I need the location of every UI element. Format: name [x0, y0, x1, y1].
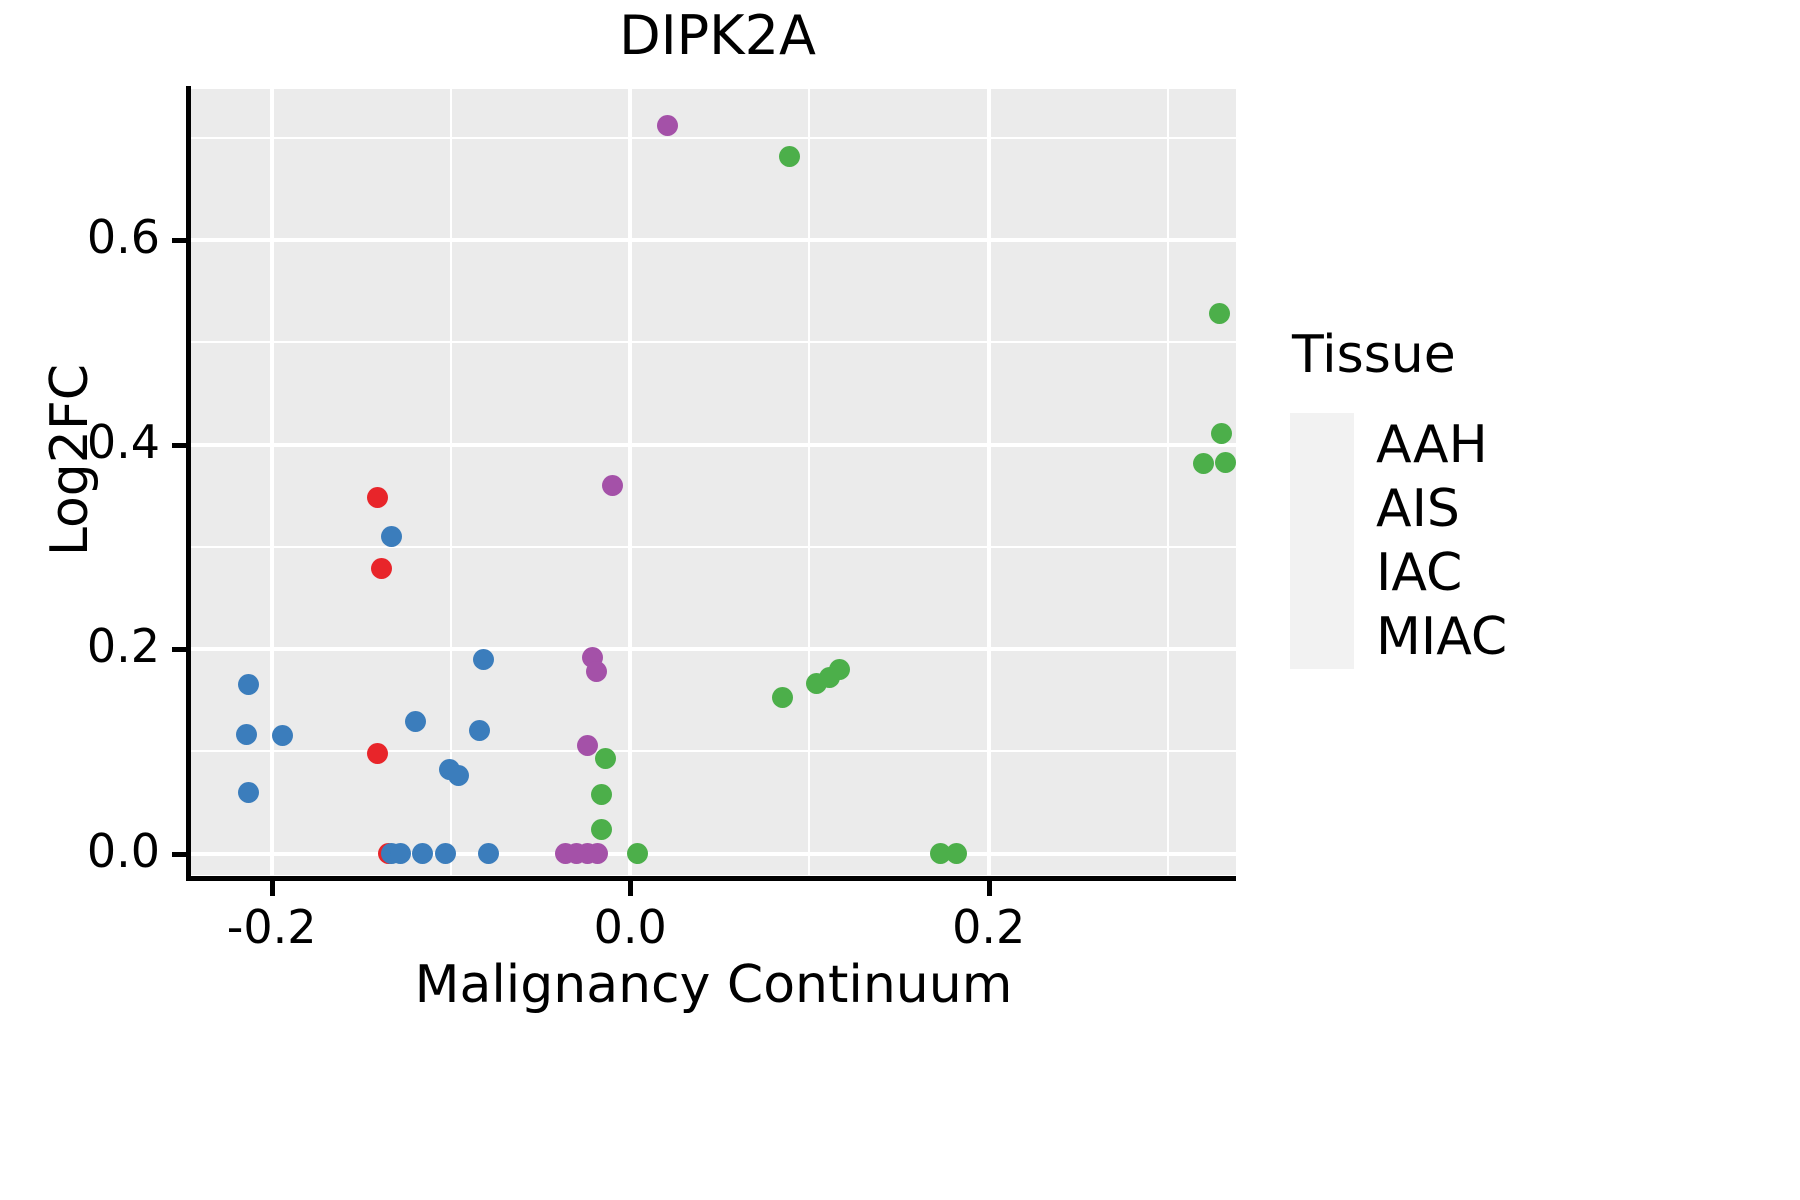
- y-axis-line: [186, 86, 191, 881]
- data-point-aah: [370, 557, 392, 579]
- x-axis-line: [186, 876, 1236, 881]
- x-axis-tick-label: -0.2: [226, 900, 317, 954]
- x-axis-tick: [628, 881, 634, 896]
- data-point-ais: [271, 725, 293, 747]
- data-point-iac: [1193, 452, 1215, 474]
- data-point-ais: [469, 720, 491, 742]
- data-point-ais: [435, 843, 457, 865]
- gridline-major-vertical: [986, 89, 991, 875]
- data-point-ais: [447, 765, 469, 787]
- data-point-iac: [945, 843, 967, 865]
- data-point-iac: [1211, 422, 1233, 444]
- gridline-minor-vertical: [808, 89, 811, 875]
- data-point-aah: [366, 487, 388, 509]
- data-point-ais: [381, 526, 403, 548]
- gridline-minor-horizontal: [191, 341, 1236, 344]
- gridline-minor-horizontal: [191, 545, 1236, 548]
- data-point-iac: [590, 783, 612, 805]
- page-title: DIPK2A: [619, 4, 816, 67]
- plot-panel: [191, 89, 1236, 875]
- data-point-iac: [929, 843, 951, 865]
- gridline-major-vertical: [628, 89, 633, 875]
- legend-item-label: MIAC: [1376, 607, 1508, 667]
- y-axis-tick: [172, 442, 187, 448]
- x-axis-tick: [986, 881, 992, 896]
- data-point-ais: [478, 843, 500, 865]
- y-axis-title: Log2FC: [40, 363, 100, 557]
- data-point-ais: [236, 724, 258, 746]
- y-axis-tick-label: 0.4: [86, 414, 160, 469]
- data-point-ais: [237, 674, 259, 696]
- data-point-miac: [657, 115, 679, 137]
- gridline-minor-horizontal: [191, 137, 1236, 140]
- gridline-major-horizontal: [191, 647, 1236, 652]
- gridline-major-horizontal: [191, 442, 1236, 447]
- y-axis-tick: [172, 647, 187, 653]
- data-point-miac: [587, 843, 609, 865]
- legend-item-label: AAH: [1376, 415, 1488, 475]
- legend: Tissue AAH AIS IAC MIAC: [1290, 325, 1620, 669]
- y-axis-tick-label: 0.2: [86, 619, 160, 674]
- data-point-ais: [390, 843, 412, 865]
- x-axis-tick-label: 0.0: [593, 900, 667, 954]
- data-point-iac: [1209, 303, 1231, 325]
- gridline-minor-horizontal: [191, 750, 1236, 753]
- gridline-major-horizontal: [191, 851, 1236, 856]
- gridline-major-vertical: [269, 89, 274, 875]
- legend-item-label: IAC: [1376, 543, 1463, 603]
- legend-item-label: AIS: [1376, 479, 1460, 539]
- gridline-minor-vertical: [449, 89, 452, 875]
- data-point-ais: [404, 711, 426, 733]
- x-axis-tick: [269, 881, 275, 896]
- x-axis-title: Malignancy Continuum: [414, 955, 1013, 1015]
- data-point-miac: [576, 734, 598, 756]
- y-axis-tick-label: 0.6: [86, 210, 160, 265]
- data-point-iac: [806, 673, 828, 695]
- data-point-ais: [411, 843, 433, 865]
- data-point-iac: [626, 843, 648, 865]
- data-point-iac: [772, 686, 793, 708]
- data-point-iac: [779, 145, 801, 167]
- gridline-minor-vertical: [1166, 89, 1169, 875]
- y-axis-tick: [172, 238, 187, 244]
- data-point-iac: [594, 747, 616, 769]
- legend-title: Tissue: [1292, 325, 1456, 385]
- data-point-miac: [601, 475, 623, 497]
- data-point-iac: [1214, 451, 1236, 473]
- gridline-major-horizontal: [191, 238, 1236, 243]
- y-axis-tick-label: 0.0: [86, 823, 160, 878]
- data-point-iac: [590, 818, 612, 840]
- legend-key-strip: [1290, 413, 1354, 669]
- y-axis-tick: [172, 851, 187, 857]
- data-point-miac: [585, 661, 607, 683]
- data-point-aah: [366, 742, 388, 764]
- data-point-ais: [237, 781, 259, 803]
- data-point-ais: [472, 648, 494, 670]
- x-axis-tick-label: 0.2: [952, 900, 1026, 954]
